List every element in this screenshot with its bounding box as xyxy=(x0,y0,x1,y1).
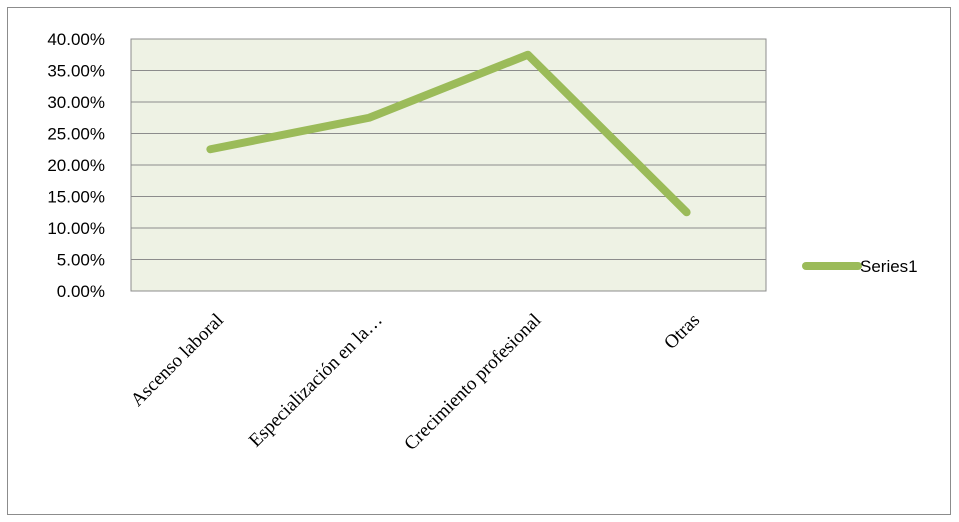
y-tick-label: 25.00% xyxy=(47,125,105,144)
legend: Series1 xyxy=(802,257,918,276)
y-tick-label: 15.00% xyxy=(47,188,105,207)
x-tick-label: Crecimiento profesional xyxy=(400,310,545,455)
gridlines xyxy=(131,38,766,292)
y-tick-label: 20.00% xyxy=(47,156,105,175)
y-axis-tick-labels: 0.00% 5.00% 10.00% 15.00% 20.00% 25.00% 30.00%… xyxy=(47,30,105,301)
x-tick-label: Ascenso laboral xyxy=(127,310,228,411)
y-tick-label: 40.00% xyxy=(47,30,105,49)
series-lines xyxy=(206,50,691,217)
series-line-series1 xyxy=(206,50,691,217)
x-tick-label: Otras xyxy=(660,310,704,354)
y-tick-label: 5.00% xyxy=(57,251,105,270)
y-tick-label: 0.00% xyxy=(57,282,105,301)
legend-label: Series1 xyxy=(860,257,918,276)
x-axis-tick-labels: Ascenso laboral Especialización en la… Cre… xyxy=(127,310,704,455)
y-tick-label: 35.00% xyxy=(47,62,105,81)
y-tick-label: 30.00% xyxy=(47,93,105,112)
y-tick-label: 10.00% xyxy=(47,219,105,238)
x-tick-label: Especialización en la… xyxy=(245,310,387,452)
